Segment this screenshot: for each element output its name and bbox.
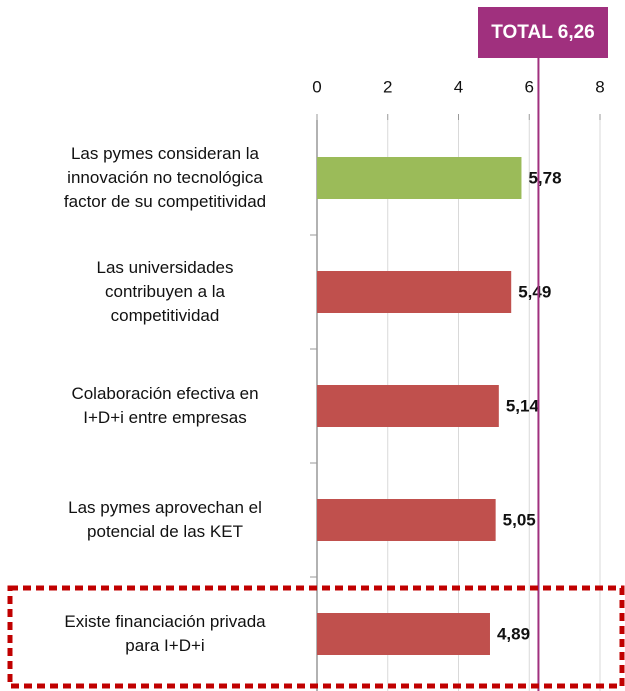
- bar: [317, 385, 499, 427]
- category-label: Las pymes consideran la innovación no te…: [63, 144, 267, 211]
- bar: [317, 157, 522, 199]
- reference-label-box: [478, 7, 608, 58]
- highlight-box: [7, 585, 625, 689]
- value-label: 5,78: [528, 168, 561, 187]
- reference-label: TOTAL 6,26: [491, 22, 594, 43]
- category-label: Las pymes aprovechan el potencial de las…: [68, 498, 262, 541]
- bar: [317, 271, 512, 313]
- value-label: 5,05: [503, 510, 536, 529]
- bar: [317, 499, 496, 541]
- value-label: 5,14: [506, 396, 540, 415]
- value-label: 5,49: [518, 282, 551, 301]
- category-label: Existe financiación privada para I+D+i: [64, 612, 266, 655]
- x-tick-label: 4: [454, 77, 463, 96]
- category-label: Las universidades contribuyen a la compe…: [96, 258, 234, 325]
- x-tick-label: 0: [312, 77, 321, 96]
- x-tick-label: 6: [525, 77, 534, 96]
- x-tick-label: 8: [595, 77, 604, 96]
- x-tick-label: 2: [383, 77, 392, 96]
- value-label: 4,89: [497, 624, 530, 643]
- bar: [317, 613, 490, 655]
- category-label: Colaboración efectiva en I+D+i entre emp…: [71, 384, 259, 427]
